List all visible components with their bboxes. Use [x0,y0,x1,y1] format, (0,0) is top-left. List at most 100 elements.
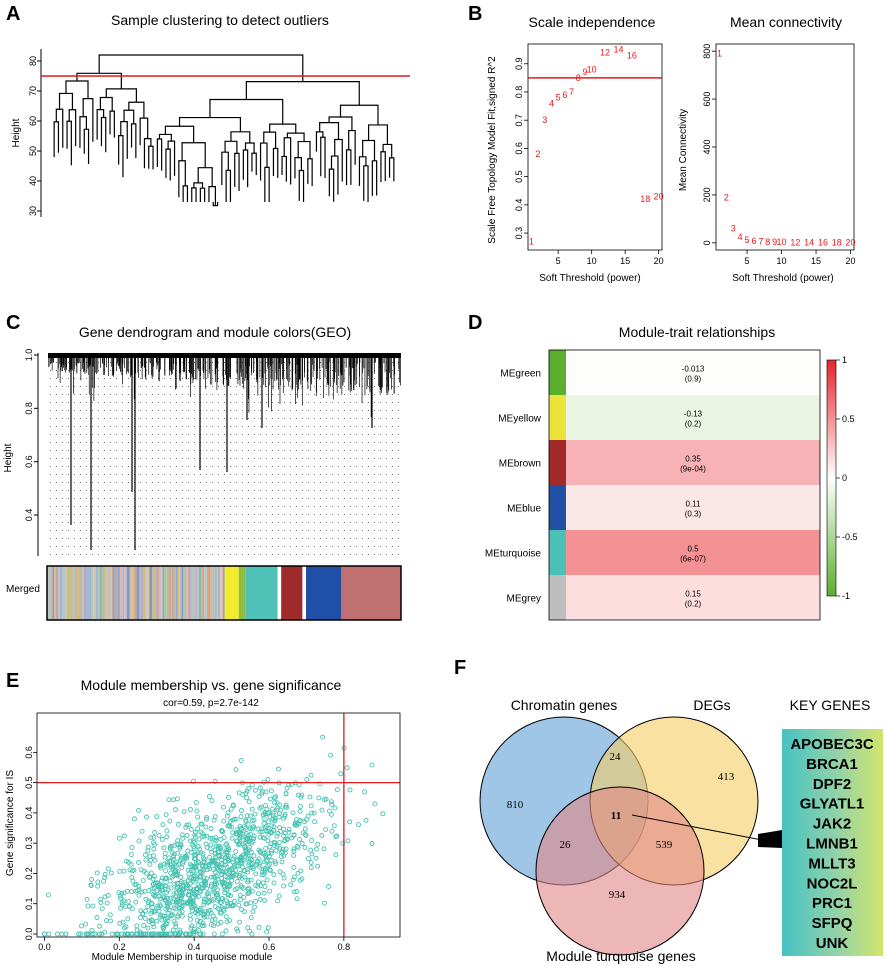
leaf-dot [392,466,393,467]
leaf-dot [164,530,165,531]
gene-point [266,851,272,857]
gene-point [178,892,184,898]
leaf-dot [74,490,75,491]
gene-point [213,861,219,867]
leaf-dot [158,554,159,555]
leaf-dot [218,554,219,555]
gene-point [188,868,194,874]
gene-point [255,879,261,885]
ytick-label: 0.5 [24,776,34,789]
leaf-dot [122,418,123,419]
gene-point [241,894,247,900]
leaf-dot [254,426,255,427]
key-gene: LMNB1 [806,836,858,853]
leaf-dot [308,370,309,371]
leaf-dot [314,522,315,523]
leaf-dot [350,498,351,499]
leaf-dot [338,442,339,443]
leaf-dot [98,554,99,555]
leaf-dot [104,442,105,443]
gene-point [178,895,184,900]
module-color-segment [281,566,303,620]
leaf-dot [236,546,237,547]
gene-point [265,777,271,782]
gene-point [116,835,122,841]
leaf-dot [398,522,399,523]
gene-point [308,865,314,871]
gene-point [134,927,140,933]
leaf-dot [386,498,387,499]
leaf-dot [356,394,357,395]
leaf-dot [374,522,375,523]
leaf-dot [254,458,255,459]
leaf-dot [338,474,339,475]
leaf-dot [146,442,147,443]
leaf-dot [398,410,399,411]
module-color-segment [305,566,342,620]
gene-point [179,865,185,871]
leaf-dot [338,394,339,395]
power-point-label: 14 [804,237,814,247]
leaf-dot [296,434,297,435]
leaf-dot [314,474,315,475]
leaf-dot [254,554,255,555]
leaf-dot [290,410,291,411]
gene-point [225,892,231,898]
leaf-dot [392,418,393,419]
leaf-dot [146,490,147,491]
leaf-dot [314,378,315,379]
leaf-dot [344,538,345,539]
leaf-dot [68,474,69,475]
leaf-dot [368,538,369,539]
leaf-dot [254,450,255,451]
leaf-dot [230,442,231,443]
leaf-dot [332,418,333,419]
leaf-dot [266,538,267,539]
leaf-dot [320,474,321,475]
gene-point [237,842,243,848]
leaf-dot [74,538,75,539]
leaf-dot [128,378,129,379]
gene-point [316,795,322,801]
gene-point [171,919,177,924]
leaf-dot [314,426,315,427]
leaf-dot [398,538,399,539]
leaf-dot [326,434,327,435]
gene-point [142,916,148,921]
leaf-dot [356,546,357,547]
leaf-dot [146,410,147,411]
leaf-dot [212,530,213,531]
module-color-stripe [220,566,222,620]
gene-point [253,871,259,877]
panel-label-d: D [468,312,482,334]
leaf-dot [116,538,117,539]
leaf-dot [104,506,105,507]
leaf-dot [62,546,63,547]
leaf-dot [80,426,81,427]
key-gene: UNK [816,935,849,952]
leaf-dot [140,554,141,555]
gene-point [326,884,332,889]
leaf-dot [212,498,213,499]
leaf-dot [50,498,51,499]
gene-point [237,919,243,925]
gene-point [227,918,233,924]
gene-point [127,867,133,873]
module-color-stripe [177,566,180,620]
gene-point [178,874,184,880]
leaf-dot [206,490,207,491]
leaf-dot [74,378,75,379]
p-value: (6e-07) [680,555,706,564]
gene-point [217,906,223,912]
gene-point [276,893,282,899]
gene-point [167,818,173,824]
leaf-dot [374,386,375,387]
leaf-dot [338,458,339,459]
leaf-dot [224,450,225,451]
key-gene: DPF2 [813,776,851,793]
leaf-dot [338,482,339,483]
pointer-wedge [758,830,782,848]
leaf-dot [344,458,345,459]
gene-point [125,898,131,904]
gene-point [248,813,253,819]
